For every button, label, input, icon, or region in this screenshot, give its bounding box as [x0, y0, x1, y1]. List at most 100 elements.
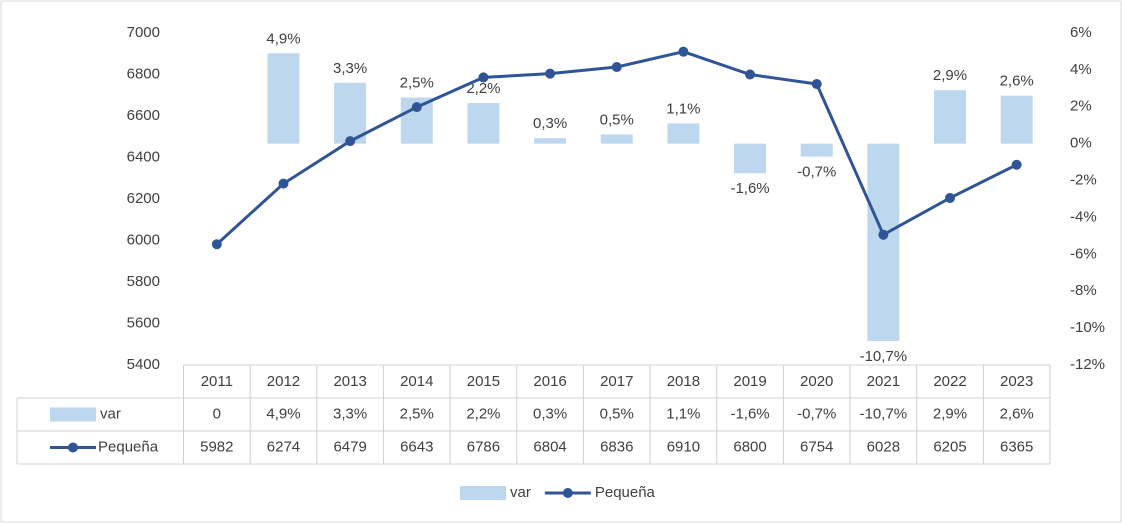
x-tick-label: 2012	[267, 373, 300, 390]
data-label: -1,6%	[730, 180, 769, 197]
marker	[1011, 159, 1022, 170]
table-cell: 2,6%	[1000, 405, 1034, 422]
x-tick-label: 2020	[800, 373, 833, 390]
x-tick-label: 2016	[533, 373, 566, 390]
table-cell: 2,9%	[933, 405, 967, 422]
bar	[867, 143, 900, 342]
table-cell: -10,7%	[860, 405, 908, 422]
marker	[945, 192, 956, 203]
x-tick-label: 2014	[400, 373, 433, 390]
table-cell: 2,5%	[400, 405, 434, 422]
legend-swatch	[460, 486, 506, 500]
data-label: -0,7%	[797, 164, 836, 181]
y-tick-label: 6200	[127, 190, 160, 207]
y2-tick-label: -6%	[1070, 245, 1097, 262]
y2-tick-label: 6%	[1070, 24, 1092, 41]
y2-tick-label: 4%	[1070, 61, 1092, 78]
marker	[278, 178, 289, 189]
table-cell: 0	[213, 405, 221, 422]
bar	[334, 82, 367, 144]
table-cell: 6028	[867, 438, 900, 455]
data-label: 2,2%	[466, 80, 500, 97]
marker	[545, 68, 556, 79]
table-cell: -1,6%	[730, 405, 769, 422]
y-tick-label: 5400	[127, 356, 160, 373]
legend-label: Pequeña	[595, 484, 656, 501]
legend-marker	[68, 442, 78, 453]
x-tick-label: 2019	[733, 373, 766, 390]
table-cell: 5982	[200, 438, 233, 455]
data-label: 2,5%	[400, 75, 434, 92]
table-cell: -0,7%	[797, 405, 836, 422]
table-cell: 0,5%	[600, 405, 634, 422]
marker	[611, 62, 622, 73]
table-cell: 3,3%	[333, 405, 367, 422]
marker	[478, 72, 489, 83]
bar	[600, 134, 633, 144]
y2-tick-label: -2%	[1070, 172, 1097, 189]
y-tick-label: 7000	[127, 24, 160, 41]
table-cell: 6643	[400, 438, 433, 455]
bar	[534, 138, 567, 144]
marker	[411, 102, 422, 113]
data-label: 2,9%	[933, 67, 967, 84]
data-label: 4,9%	[266, 30, 300, 47]
table-cell: 6800	[733, 438, 766, 455]
x-tick-label: 2018	[667, 373, 700, 390]
x-tick-label: 2015	[467, 373, 500, 390]
bar	[800, 143, 833, 157]
bar	[934, 90, 967, 144]
table-cell: 6205	[933, 438, 966, 455]
y2-tick-label: 2%	[1070, 98, 1092, 115]
table-row-label: Pequeña	[98, 438, 159, 455]
table-cell: 6910	[667, 438, 700, 455]
y2-tick-label: -4%	[1070, 208, 1097, 225]
data-label: 0,3%	[533, 115, 567, 132]
x-tick-label: 2023	[1000, 373, 1033, 390]
data-label: 2,6%	[1000, 73, 1034, 90]
y2-tick-label: -10%	[1070, 319, 1105, 336]
bar	[667, 123, 700, 144]
marker	[811, 79, 822, 90]
marker	[878, 229, 889, 240]
bar	[734, 143, 767, 174]
table-cell: 1,1%	[666, 405, 700, 422]
y-tick-label: 6600	[127, 107, 160, 124]
x-tick-label: 2022	[933, 373, 966, 390]
data-label: -10,7%	[860, 348, 908, 365]
table-cell: 6754	[800, 438, 833, 455]
y-tick-label: 5600	[127, 314, 160, 331]
table-cell: 6804	[533, 438, 566, 455]
table-cell: 6274	[267, 438, 300, 455]
data-label: 1,1%	[666, 100, 700, 117]
table-row-label: var	[100, 405, 121, 422]
data-label: 3,3%	[333, 60, 367, 77]
bar	[267, 53, 300, 144]
table-cell: 6836	[600, 438, 633, 455]
data-label: 0,5%	[600, 111, 634, 128]
x-tick-label: 2013	[333, 373, 366, 390]
marker	[745, 69, 756, 80]
table-cell: 0,3%	[533, 405, 567, 422]
bar	[467, 103, 500, 144]
y-tick-label: 6000	[127, 231, 160, 248]
bar	[1000, 95, 1033, 144]
y2-tick-label: -8%	[1070, 282, 1097, 299]
marker	[211, 239, 222, 250]
x-tick-label: 2017	[600, 373, 633, 390]
table-cell: 6479	[333, 438, 366, 455]
marker	[678, 46, 689, 57]
table-cell: 6365	[1000, 438, 1033, 455]
table-cell: 2,2%	[466, 405, 500, 422]
legend-swatch	[50, 407, 96, 422]
marker	[345, 136, 356, 147]
x-tick-label: 2011	[201, 373, 233, 390]
y-tick-label: 6400	[127, 148, 160, 165]
y2-tick-label: -12%	[1070, 356, 1105, 373]
legend-marker	[562, 488, 573, 498]
x-tick-label: 2021	[867, 373, 900, 390]
legend-label: var	[510, 484, 531, 501]
table-cell: 4,9%	[266, 405, 300, 422]
